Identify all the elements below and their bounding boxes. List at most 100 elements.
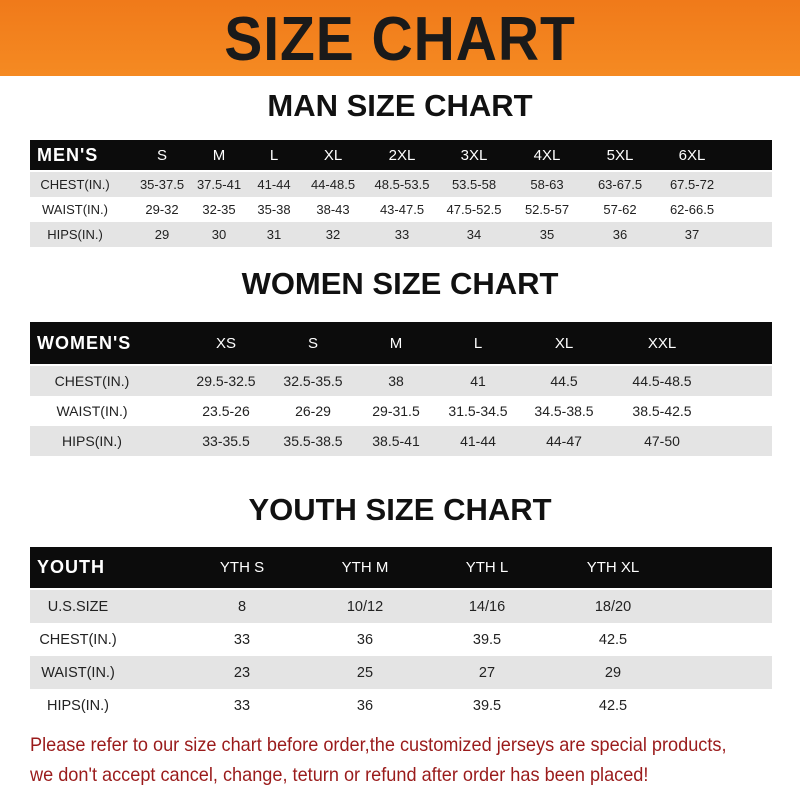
- women-title: WOMEN SIZE CHART: [241, 266, 559, 301]
- measurement-cell: 35: [539, 227, 555, 242]
- measurement-cell: 41: [470, 373, 486, 389]
- measurement-cell: 23: [233, 664, 251, 681]
- row-label: WAIST(IN.): [56, 403, 128, 419]
- measurement-cell: 38.5-42.5: [632, 403, 692, 419]
- size-column-header: L: [269, 146, 279, 164]
- measurement-cell: 29-31.5: [372, 403, 420, 419]
- row-label: HIPS(IN.): [62, 433, 122, 449]
- row-label: HIPS(IN.): [47, 227, 103, 242]
- measurement-cell: 36: [356, 631, 374, 648]
- size-column-header: 4XL: [533, 146, 561, 164]
- measurement-cell: 41-44: [257, 177, 291, 192]
- measurement-cell: 44.5-48.5: [632, 373, 692, 389]
- header-row: YOUTH YTH S YTH M YTH L YTH XL: [30, 547, 772, 588]
- measurement-cell: 48.5-53.5: [374, 177, 430, 192]
- size-column-header: YTH M: [341, 559, 389, 576]
- measurement-cell: 53.5-58: [451, 177, 497, 192]
- measurement-cell: 57-62: [603, 202, 637, 217]
- size-notice: Please refer to our size chart before or…: [30, 730, 737, 790]
- measurement-cell: 33: [233, 631, 251, 648]
- measurement-cell: 44-48.5: [310, 177, 356, 192]
- size-column-header: YTH XL: [586, 559, 640, 576]
- measurement-cell: 29-32: [145, 202, 179, 217]
- size-column-header: XXL: [647, 334, 677, 352]
- size-column-header: YTH S: [219, 559, 265, 576]
- measurement-cell: 39.5: [472, 697, 502, 714]
- measurement-cell: 38.5-41: [372, 433, 420, 449]
- notice-line-1: Please refer to our size chart before or…: [30, 734, 727, 756]
- table-row: CHEST(IN.) 29.5-32.5 32.5-35.5 38 41 44.5 44.5…: [30, 366, 772, 396]
- measurement-cell: 18/20: [594, 598, 632, 615]
- header-row: WOMEN'S XS S M L XL XXL: [30, 322, 772, 364]
- table-row: HIPS(IN.) 29 30 31 32 33 34 35 36 37: [30, 222, 772, 247]
- measurement-cell: 52.5-57: [524, 202, 570, 217]
- measurement-cell: 25: [356, 664, 374, 681]
- size-column-header: XS: [215, 334, 236, 352]
- size-column-header: L: [473, 334, 483, 352]
- measurement-cell: 29.5-32.5: [196, 373, 256, 389]
- measurement-cell: 34.5-38.5: [534, 403, 594, 419]
- measurement-cell: 30: [211, 227, 227, 242]
- measurement-cell: 37.5-41: [196, 177, 242, 192]
- size-column-header: XL: [554, 334, 574, 352]
- measurement-cell: 43-47.5: [379, 202, 425, 217]
- measurement-cell: 33-35.5: [202, 433, 250, 449]
- table-heading: WOMEN'S: [37, 332, 132, 353]
- measurement-cell: 42.5: [598, 631, 628, 648]
- measurement-cell: 58-63: [530, 177, 564, 192]
- table-row: CHEST(IN.) 33 36 39.5 42.5: [30, 623, 772, 656]
- row-label: WAIST(IN.): [41, 664, 115, 681]
- measurement-cell: 32: [325, 227, 341, 242]
- measurement-cell: 35-38: [257, 202, 291, 217]
- measurement-cell: 34: [466, 227, 482, 242]
- measurement-cell: 32-35: [202, 202, 236, 217]
- measurement-cell: 10/12: [346, 598, 384, 615]
- size-column-header: M: [389, 334, 403, 352]
- row-label: CHEST(IN.): [40, 177, 110, 192]
- size-column-header: YTH L: [465, 559, 509, 576]
- measurement-cell: 36: [612, 227, 628, 242]
- row-label: CHEST(IN.): [54, 373, 130, 389]
- measurement-cell: 27: [478, 664, 496, 681]
- table-row: HIPS(IN.) 33 36 39.5 42.5: [30, 689, 772, 722]
- men-title: MAN SIZE CHART: [267, 88, 533, 123]
- table-row: WAIST(IN.) 29-32 32-35 35-38 38-43 43-47.5 47.…: [30, 197, 772, 222]
- size-column-header: 3XL: [460, 146, 488, 164]
- measurement-cell: 47.5-52.5: [446, 202, 502, 217]
- measurement-cell: 47-50: [644, 433, 680, 449]
- measurement-cell: 29: [604, 664, 622, 681]
- measurement-cell: 32.5-35.5: [283, 373, 343, 389]
- measurement-cell: 67.5-72: [669, 177, 715, 192]
- table-heading: MEN'S: [37, 144, 99, 165]
- table-heading: YOUTH: [37, 557, 105, 577]
- measurement-cell: 29: [154, 227, 170, 242]
- table-row: CHEST(IN.) 35-37.5 37.5-41 41-44 44-48.5 48.5…: [30, 172, 772, 197]
- measurement-cell: 44.5: [550, 373, 578, 389]
- measurement-cell: 35-37.5: [139, 177, 185, 192]
- measurement-cell: 23.5-26: [202, 403, 250, 419]
- measurement-cell: 35.5-38.5: [283, 433, 343, 449]
- banner-title: SIZE CHART: [224, 5, 576, 74]
- table-row: WAIST(IN.) 23.5-26 26-29 29-31.5 31.5-34.5 34…: [30, 396, 772, 426]
- size-column-header: S: [307, 334, 318, 352]
- measurement-cell: 42.5: [598, 697, 628, 714]
- measurement-cell: 63-67.5: [597, 177, 643, 192]
- size-column-header: S: [156, 146, 167, 164]
- header-row: MEN'S S M L XL 2XL 3XL 4XL 5XL 6XL: [30, 140, 772, 170]
- measurement-cell: 33: [233, 697, 251, 714]
- measurement-cell: 62-66.5: [669, 202, 715, 217]
- banner: SIZE CHART: [0, 0, 800, 76]
- youth-title: YOUTH SIZE CHART: [248, 492, 552, 527]
- size-column-header: XL: [323, 146, 343, 164]
- table-row: HIPS(IN.) 33-35.5 35.5-38.5 38.5-41 41-44 44-…: [30, 426, 772, 456]
- measurement-cell: 8: [237, 598, 247, 615]
- measurement-cell: 26-29: [295, 403, 331, 419]
- measurement-cell: 38-43: [316, 202, 350, 217]
- measurement-cell: 33: [394, 227, 410, 242]
- measurement-cell: 14/16: [468, 598, 506, 615]
- measurement-cell: 36: [356, 697, 374, 714]
- measurement-cell: 39.5: [472, 631, 502, 648]
- row-label: WAIST(IN.): [42, 202, 108, 217]
- row-label: HIPS(IN.): [46, 697, 110, 714]
- table-row: WAIST(IN.) 23 25 27 29: [30, 656, 772, 689]
